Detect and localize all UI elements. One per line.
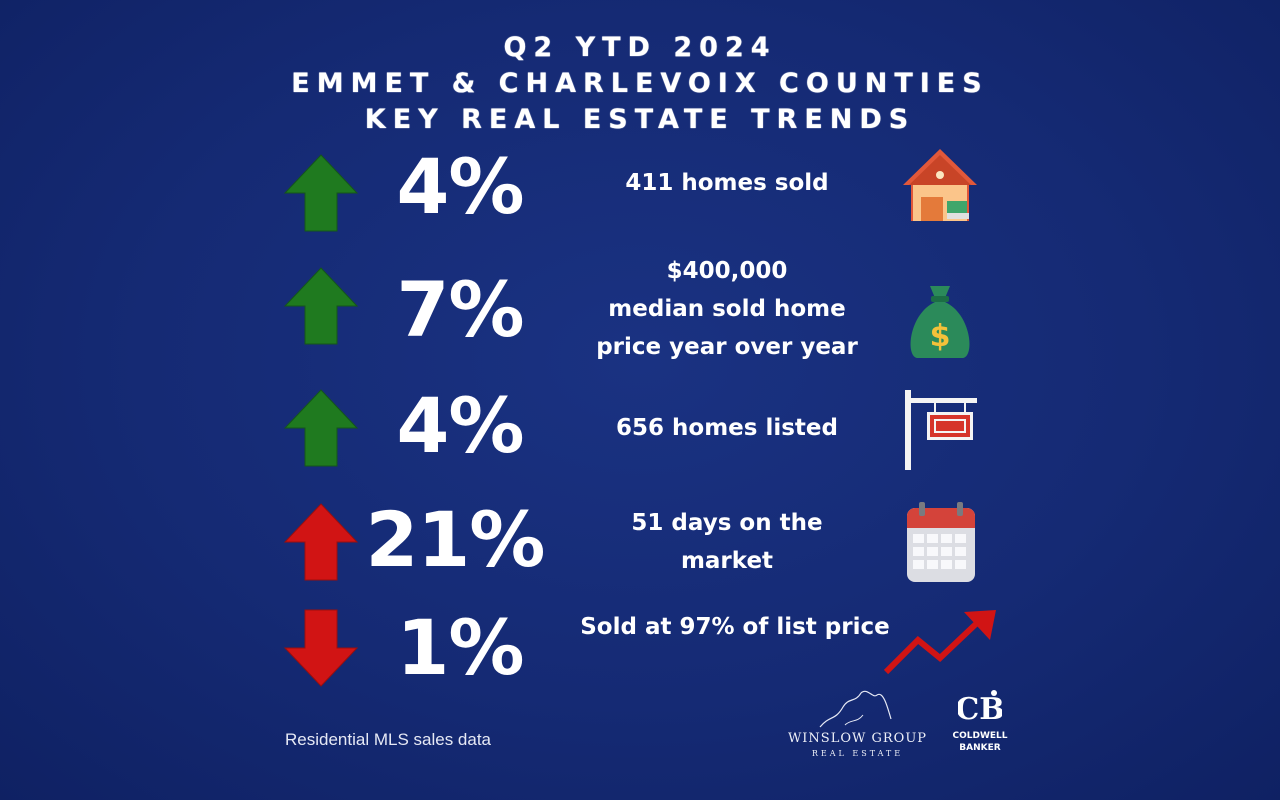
partner-logo: CB COLDWELL BANKER [945,685,1015,780]
calendar-icon [907,502,975,582]
trend-up-arrow-icon [883,610,996,675]
trend-description-line: 411 homes sold [625,170,829,196]
trend-percent: 4% [396,381,524,470]
trend-row-homes-listed: 4% 656 homes listed [0,380,1280,490]
trend-percent: 4% [396,142,524,231]
partner-name: COLDWELL BANKER [950,730,1010,754]
brand-subtitle: REAL ESTATE [811,749,904,758]
trend-description: 51 days on the market [572,504,882,580]
trend-description-line: 656 homes listed [616,415,838,441]
trend-description: $400,000 median sold home price year ove… [572,252,882,366]
svg-text:$: $ [930,319,951,354]
trend-row-list-price: 1% Sold at 97% of list price [0,604,1280,714]
trend-description-line: Sold at 97% of list price [580,614,890,640]
trend-description: Sold at 97% of list price [565,608,905,646]
trend-percent: 21% [365,495,546,584]
title-line-2: EMMET & CHARLEVOIX COUNTIES [291,68,989,99]
trend-description: 656 homes listed [572,409,882,447]
up-arrow-icon [283,503,359,581]
footnote: Residential MLS sales data [285,730,492,749]
trend-row-median-price: 7% $400,000 median sold home price year … [0,258,1280,372]
trend-description-line: $400,000 [666,258,788,284]
partner-name-line: BANKER [959,743,1001,753]
trend-description: 411 homes sold [572,164,882,202]
trend-description-line: median sold home [608,296,846,322]
trend-percent: 1% [396,603,524,692]
title-line-3: KEY REAL ESTATE TRENDS [364,104,916,135]
up-arrow-icon [283,154,359,232]
for-sale-sign-icon [905,390,977,470]
trend-description-line: price year over year [596,334,858,360]
up-arrow-icon [283,267,359,345]
mountain-outline-icon [819,690,892,728]
trend-row-days-on-market: 21% 51 days on the market [0,494,1280,604]
trend-row-homes-sold: 4% 411 homes sold [0,145,1280,255]
house-icon [903,149,977,221]
trend-description-line: market [680,548,774,574]
trend-description-line: 51 days on the [631,510,823,536]
trend-percent: 7% [396,265,524,354]
title-line-1: Q2 YTD 2024 [503,32,777,63]
up-arrow-icon [283,389,359,467]
partner-name-line: COLDWELL [952,731,1008,741]
brand-logo: WINSLOW GROUP REAL ESTATE [775,685,940,780]
page-title: Q2 YTD 2024 EMMET & CHARLEVOIX COUNTIES … [0,30,1280,138]
brand-name: WINSLOW GROUP [787,731,928,746]
money-bag-icon: $ [910,286,970,358]
down-arrow-icon [283,609,359,687]
cb-monogram-icon: CB [958,690,1002,727]
svg-text:CB: CB [958,692,1002,727]
